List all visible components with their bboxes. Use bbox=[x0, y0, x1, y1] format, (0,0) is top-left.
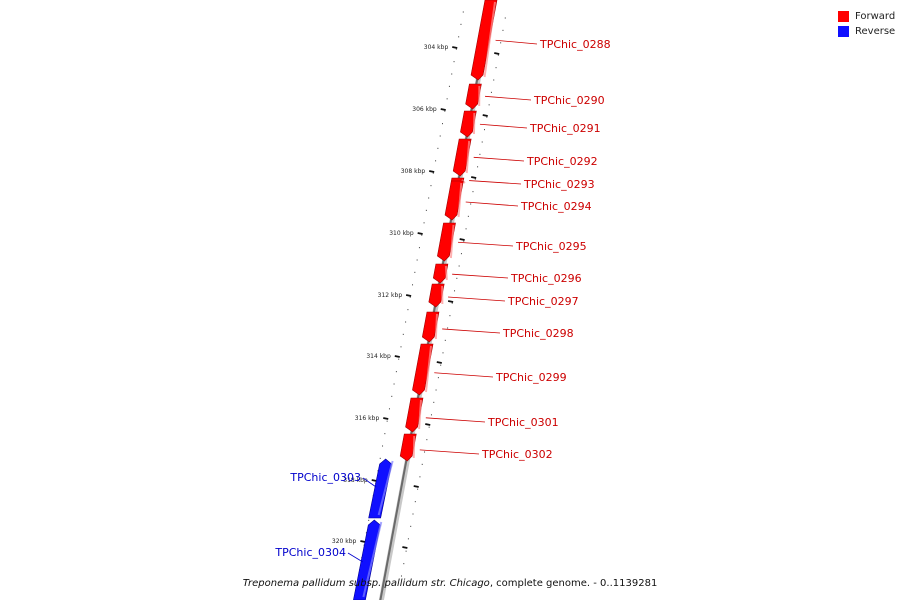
major-tick bbox=[452, 46, 458, 49]
leader-line bbox=[347, 552, 364, 563]
gene-label-TPChic_0298: TPChic_0298 bbox=[502, 327, 574, 340]
leader-line bbox=[473, 156, 525, 162]
major-tick bbox=[417, 232, 423, 235]
leader-line bbox=[465, 201, 519, 207]
gene-arrow-TPChic_0290 bbox=[465, 83, 482, 110]
kbp-ruler: 304 kbp 306 kbp 308 kbp 310 kbp 312 kbp 314 k… bbox=[332, 11, 506, 577]
major-tick-right bbox=[471, 176, 477, 179]
tick-label: 318 kbp bbox=[343, 477, 368, 484]
leader-line bbox=[362, 477, 377, 488]
major-tick bbox=[429, 170, 435, 173]
legend-forward-label: Forward bbox=[855, 11, 896, 22]
gene-label-TPChic_0290: TPChic_0290 bbox=[533, 94, 605, 107]
major-tick bbox=[394, 355, 400, 358]
gene-highlight bbox=[418, 399, 422, 430]
leader-line bbox=[469, 180, 522, 185]
forward-swatch bbox=[838, 11, 849, 22]
gene-label-TPChic_0292: TPChic_0292 bbox=[526, 155, 598, 168]
gene-arrow-TPChic_0291 bbox=[460, 110, 477, 138]
gene-arrow-TPChic_0298 bbox=[421, 311, 440, 343]
genome-caption: Treponema pallidum subsp. pallidum str. … bbox=[0, 578, 900, 589]
gene-arrow-TPChic_0296 bbox=[432, 263, 449, 284]
gene-label-TPChic_0297: TPChic_0297 bbox=[507, 295, 579, 308]
gene-label-TPChic_0288: TPChic_0288 bbox=[539, 38, 611, 51]
gene-arrow-TPChic_0301 bbox=[405, 397, 424, 433]
tick-label: 314 kbp bbox=[366, 353, 391, 360]
tick-label: 312 kbp bbox=[378, 292, 403, 299]
gene-label-TPChic_0296: TPChic_0296 bbox=[510, 272, 582, 285]
gene-arrow-TPChic_0302 bbox=[399, 433, 417, 462]
gene-highlight bbox=[434, 313, 438, 340]
major-tick-right bbox=[482, 114, 488, 117]
gene-highlight bbox=[377, 460, 394, 516]
leader-line bbox=[419, 449, 480, 455]
gene-label-TPChic_0293: TPChic_0293 bbox=[523, 178, 595, 191]
gene-label-TPChic_0303: TPChic_0303 bbox=[289, 471, 361, 484]
gene-label-TPChic_0291: TPChic_0291 bbox=[529, 122, 601, 135]
gene-arrow-TPChic_0299 bbox=[412, 343, 434, 396]
gene-label-TPChic_0302: TPChic_0302 bbox=[481, 448, 553, 461]
legend-reverse-label: Reverse bbox=[855, 26, 896, 37]
reverse-swatch bbox=[838, 26, 849, 37]
gene-highlight bbox=[457, 182, 463, 218]
leader-line bbox=[457, 241, 514, 247]
leader-line bbox=[434, 372, 494, 378]
gene-highlight bbox=[425, 345, 433, 393]
leader-line bbox=[448, 296, 506, 302]
gene-label-TPChic_0294: TPChic_0294 bbox=[520, 200, 592, 213]
leader-line bbox=[425, 417, 486, 423]
gene-arrow-TPChic_0297 bbox=[428, 283, 445, 308]
gene-highlight bbox=[483, 1, 496, 78]
gene-arrow-TPChic_0288 bbox=[470, 0, 498, 81]
gene-arrow-TPChic_0292 bbox=[452, 138, 472, 177]
gene-highlight bbox=[362, 521, 383, 598]
gene-highlight bbox=[412, 435, 416, 459]
gene-highlight bbox=[449, 224, 455, 259]
major-tick-right bbox=[494, 52, 500, 55]
gene-arrow-TPChic_0295 bbox=[437, 222, 456, 262]
tick-label: 316 kbp bbox=[355, 415, 380, 422]
major-tick-right bbox=[425, 423, 431, 426]
major-tick-right bbox=[436, 361, 442, 364]
tick-label: 308 kbp bbox=[401, 168, 426, 175]
gene-labels: TPChic_0288 TPChic_0290 TPChic_0291 TPChic_… bbox=[274, 38, 611, 563]
leader-line bbox=[479, 123, 528, 129]
major-tick bbox=[371, 479, 377, 482]
gene-label-TPChic_0299: TPChic_0299 bbox=[495, 371, 567, 384]
strand-legend: Forward Reverse bbox=[838, 9, 895, 39]
gene-highlight bbox=[465, 140, 471, 174]
gene-track bbox=[353, 0, 498, 600]
legend-reverse: Reverse bbox=[838, 24, 895, 39]
major-tick bbox=[383, 417, 389, 420]
gene-arrow-TPChic_0304 bbox=[353, 519, 381, 600]
gene-arrow-TPChic_0303 bbox=[368, 458, 392, 519]
organism-name: Treponema pallidum subsp. pallidum str. … bbox=[242, 578, 490, 589]
tick-label: 310 kbp bbox=[389, 230, 414, 237]
major-tick bbox=[405, 294, 412, 297]
major-tick bbox=[360, 540, 366, 543]
tick-label: 304 kbp bbox=[424, 44, 449, 51]
major-tick bbox=[440, 108, 446, 111]
gene-arrow-TPChic_0294 bbox=[444, 180, 464, 221]
tick-label: 320 kbp bbox=[332, 538, 357, 545]
caption-rest: , complete genome. - 0..1139281 bbox=[489, 578, 658, 589]
gene-label-TPChic_0301: TPChic_0301 bbox=[487, 416, 559, 429]
leader-line bbox=[452, 273, 509, 279]
major-tick-right bbox=[459, 238, 465, 241]
leader-line bbox=[485, 95, 532, 101]
gene-highlight bbox=[444, 265, 448, 281]
leader-line bbox=[442, 328, 501, 334]
gene-label-TPChic_0304: TPChic_0304 bbox=[274, 546, 346, 559]
gene-label-TPChic_0295: TPChic_0295 bbox=[515, 240, 587, 253]
major-tick-right bbox=[413, 485, 419, 488]
major-tick-right bbox=[447, 300, 454, 303]
legend-forward: Forward bbox=[838, 9, 895, 24]
tick-label: 306 kbp bbox=[412, 106, 437, 113]
major-tick-right bbox=[402, 546, 408, 549]
leader-line bbox=[495, 39, 538, 45]
